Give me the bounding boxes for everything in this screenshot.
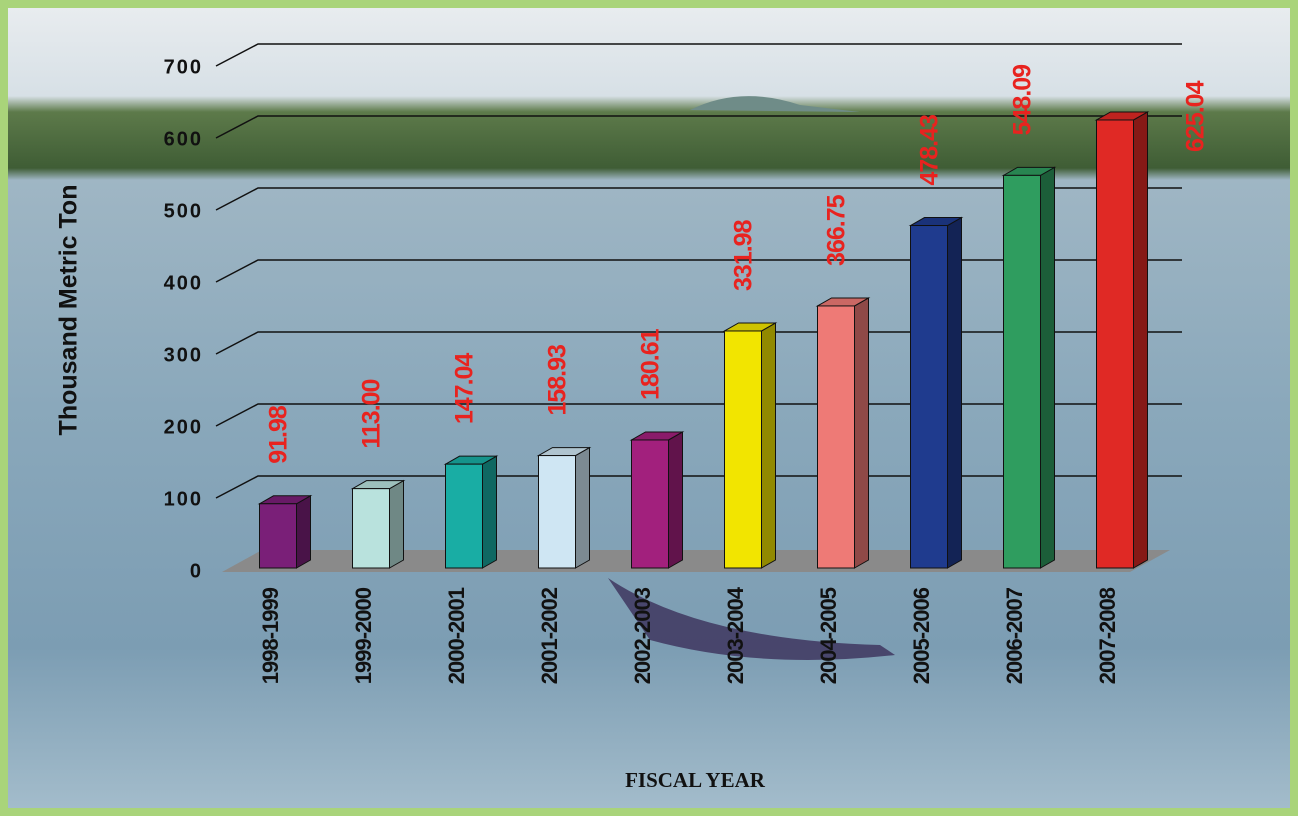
x-tick-label: 2002-2003 — [630, 587, 655, 684]
x-tick-label: 1998-1999 — [258, 587, 283, 684]
photo-background — [8, 8, 1290, 808]
y-tick-label: 600 — [164, 128, 203, 150]
grid-line — [215, 331, 1182, 355]
bar — [445, 463, 483, 569]
grid-line — [215, 403, 1182, 427]
bar — [631, 439, 669, 569]
y-tick-label: 400 — [164, 272, 203, 294]
bar-side — [389, 479, 404, 569]
y-tick-label: 500 — [164, 200, 203, 222]
x-tick-label: 2004-2005 — [816, 587, 841, 684]
grid-line — [215, 187, 1182, 211]
bar-side — [668, 431, 683, 569]
bar-side — [1133, 111, 1148, 569]
x-axis-label: FISCAL YEAR — [625, 768, 766, 792]
bar — [352, 488, 390, 569]
grid-line — [215, 115, 1182, 139]
grid-line — [215, 475, 1182, 499]
bar — [259, 503, 297, 569]
value-label: 478.43 — [916, 115, 944, 186]
bar — [817, 305, 855, 569]
value-label: 331.98 — [730, 219, 758, 291]
bar — [538, 455, 576, 569]
bar-side — [575, 446, 590, 569]
hill — [690, 96, 860, 112]
value-label: 91.98 — [265, 405, 293, 464]
x-tick-label: 2006-2007 — [1002, 587, 1027, 684]
bar — [1003, 174, 1041, 569]
bar-side — [296, 494, 311, 569]
bar-side — [947, 216, 962, 569]
bar-side — [854, 297, 869, 569]
bar-side — [761, 322, 776, 569]
boat — [608, 578, 895, 660]
grid-line — [215, 43, 1182, 67]
bar — [724, 330, 762, 569]
y-tick-label: 300 — [164, 344, 203, 366]
bar-side — [482, 455, 497, 569]
bar — [910, 225, 948, 569]
x-tick-label: 2001-2002 — [537, 587, 562, 684]
y-tick-label: 100 — [164, 488, 203, 510]
y-tick-label: 700 — [164, 56, 203, 78]
y-axis-label: Thousand Metric Ton — [55, 185, 83, 436]
value-label: 366.75 — [823, 194, 851, 266]
x-tick-label: 2005-2006 — [909, 587, 934, 684]
value-label: 113.00 — [358, 379, 386, 448]
x-tick-label: 2000-2001 — [444, 587, 469, 684]
bar-side — [1040, 166, 1055, 569]
value-label: 158.93 — [544, 345, 572, 416]
x-tick-label: 2003-2004 — [723, 586, 748, 684]
value-label: 147.04 — [451, 353, 479, 425]
x-tick-label: 1999-2000 — [351, 587, 376, 684]
grid-line — [215, 259, 1182, 283]
bar — [1096, 119, 1134, 569]
value-label: 180.61 — [637, 328, 665, 400]
value-label: 548.09 — [1009, 65, 1037, 136]
value-label: 625.04 — [1182, 80, 1210, 152]
x-tick-label: 2007-2008 — [1095, 587, 1120, 684]
y-tick-label: 200 — [164, 416, 203, 438]
y-tick-label: 0 — [190, 560, 203, 582]
